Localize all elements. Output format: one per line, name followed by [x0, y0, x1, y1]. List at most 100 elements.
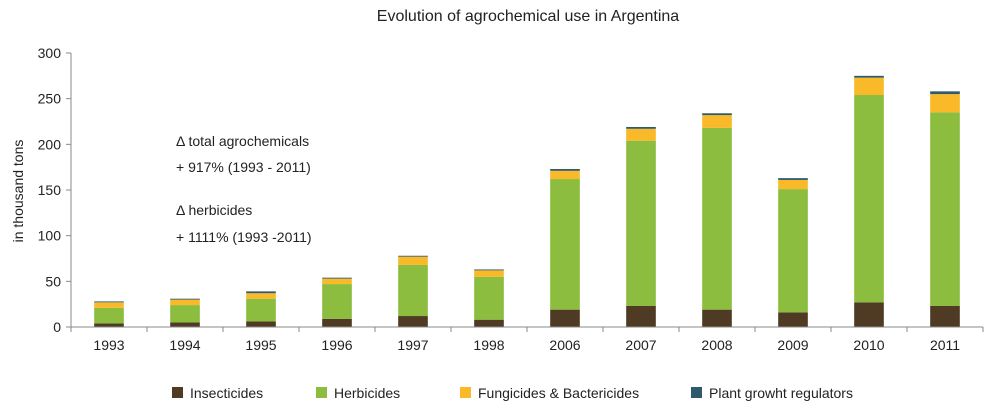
bar-group-1993 — [94, 301, 124, 327]
x-tick-label: 1995 — [245, 337, 276, 353]
legend: Insecticides Herbicides Fungicides & Bacte… — [172, 385, 853, 401]
y-axis: 0 50 100 150 200 250 300 — [38, 45, 71, 335]
bar-segment-3 — [94, 302, 124, 307]
bar-segment-3 — [778, 180, 808, 189]
bar-group-2009 — [778, 178, 808, 327]
bar-group-1996 — [322, 278, 352, 327]
bar-segment-4 — [398, 256, 428, 257]
legend-item-3: Fungicides & Bactericides — [460, 385, 639, 401]
bar-segment-4 — [94, 301, 124, 302]
y-tick-label: 150 — [38, 182, 62, 198]
legend-label: Herbicides — [334, 385, 400, 401]
bar-segment-4 — [626, 127, 656, 129]
bar-segment-3 — [322, 279, 352, 284]
bar-segment-1 — [626, 306, 656, 327]
bar-segment-1 — [398, 316, 428, 327]
annotation-total: Δ total agrochemicals + 917% (1993 - 201… — [176, 133, 311, 175]
bar-segment-4 — [474, 269, 504, 270]
bar-segment-2 — [778, 189, 808, 312]
bar-segment-4 — [322, 278, 352, 279]
annotation-herbicides: Δ herbicides + 1111% (1993 -2011) — [176, 202, 312, 245]
bar-segment-1 — [778, 312, 808, 327]
legend-item-4: Plant growht regulators — [691, 385, 853, 401]
x-tick-label: 1997 — [397, 337, 428, 353]
annotation-total-label: Δ total agrochemicals — [176, 133, 309, 149]
bar-segment-3 — [550, 171, 580, 179]
x-tick-label: 1994 — [169, 337, 200, 353]
legend-swatch — [316, 387, 327, 398]
bar-group-2007 — [626, 127, 656, 327]
y-axis-label: in thousand tons — [10, 140, 26, 243]
bar-segment-2 — [930, 112, 960, 306]
y-tick-label: 200 — [38, 136, 62, 152]
bar-segment-2 — [474, 277, 504, 320]
bar-segment-4 — [170, 299, 200, 300]
bar-segment-3 — [626, 129, 656, 141]
legend-label: Insecticides — [190, 385, 263, 401]
annotation-herbicides-value: + 1111% (1993 -2011) — [176, 229, 312, 245]
bar-group-1998 — [474, 269, 504, 327]
bar-group-2006 — [550, 169, 580, 327]
x-tick-label: 2011 — [930, 337, 960, 353]
x-tick-label: 2007 — [625, 337, 656, 353]
bar-segment-1 — [170, 322, 200, 327]
bar-segment-3 — [702, 115, 732, 128]
x-tick-label: 1993 — [93, 337, 124, 353]
annotation-herbicides-label: Δ herbicides — [176, 202, 252, 218]
bar-segment-2 — [398, 265, 428, 316]
x-tick-label: 2008 — [701, 337, 732, 353]
x-tick-label: 2006 — [549, 337, 580, 353]
bar-segment-1 — [246, 322, 276, 327]
bar-group-1997 — [398, 256, 428, 327]
bar-group-2010 — [854, 76, 884, 327]
bar-segment-2 — [246, 299, 276, 322]
y-tick-label: 300 — [38, 45, 62, 61]
bar-segment-3 — [170, 300, 200, 305]
bar-segment-1 — [854, 302, 884, 327]
legend-item-2: Herbicides — [316, 385, 400, 401]
y-tick-label: 100 — [38, 228, 62, 244]
bar-segment-2 — [550, 179, 580, 310]
y-tick-label: 50 — [45, 273, 61, 289]
x-axis: 1993 1994 1995 1996 1997 1998 2006 2007 2008 2009… — [71, 327, 983, 353]
chart-title: Evolution of agrochemical use in Argenti… — [377, 8, 680, 25]
bar-group-2011 — [930, 91, 960, 327]
bar-segment-4 — [550, 169, 580, 171]
bar-segment-1 — [322, 319, 352, 327]
legend-swatch — [172, 387, 183, 398]
y-tick-label: 0 — [53, 319, 61, 335]
legend-label: Plant growht regulators — [709, 385, 853, 401]
bar-segment-2 — [94, 308, 124, 324]
bar-segment-3 — [246, 293, 276, 298]
bar-segment-1 — [930, 306, 960, 327]
y-tick-label: 250 — [38, 91, 62, 107]
bar-segment-2 — [170, 305, 200, 322]
annotation-total-value: + 917% (1993 - 2011) — [176, 159, 311, 175]
bar-segment-2 — [322, 284, 352, 319]
x-tick-label: 2009 — [777, 337, 808, 353]
bar-segment-3 — [930, 94, 960, 112]
bar-segment-1 — [474, 320, 504, 327]
bar-segment-4 — [246, 291, 276, 293]
bar-segment-4 — [854, 76, 884, 78]
bar-segment-2 — [854, 95, 884, 302]
legend-swatch — [691, 387, 702, 398]
annotations: Δ total agrochemicals + 917% (1993 - 201… — [176, 133, 312, 245]
bar-segment-3 — [398, 257, 428, 265]
x-tick-label: 2010 — [853, 337, 884, 353]
bar-segment-3 — [474, 270, 504, 276]
bar-group-1995 — [246, 291, 276, 327]
bar-group-1994 — [170, 299, 200, 327]
bar-group-2008 — [702, 113, 732, 327]
bar-segment-4 — [930, 91, 960, 94]
x-tick-label: 1998 — [473, 337, 504, 353]
bar-segment-2 — [626, 141, 656, 306]
legend-label: Fungicides & Bactericides — [478, 385, 639, 401]
legend-item-1: Insecticides — [172, 385, 263, 401]
bar-segment-3 — [854, 78, 884, 95]
bar-segment-4 — [778, 178, 808, 180]
legend-swatch — [460, 387, 471, 398]
bar-segment-1 — [94, 323, 124, 327]
bar-segment-1 — [702, 310, 732, 327]
